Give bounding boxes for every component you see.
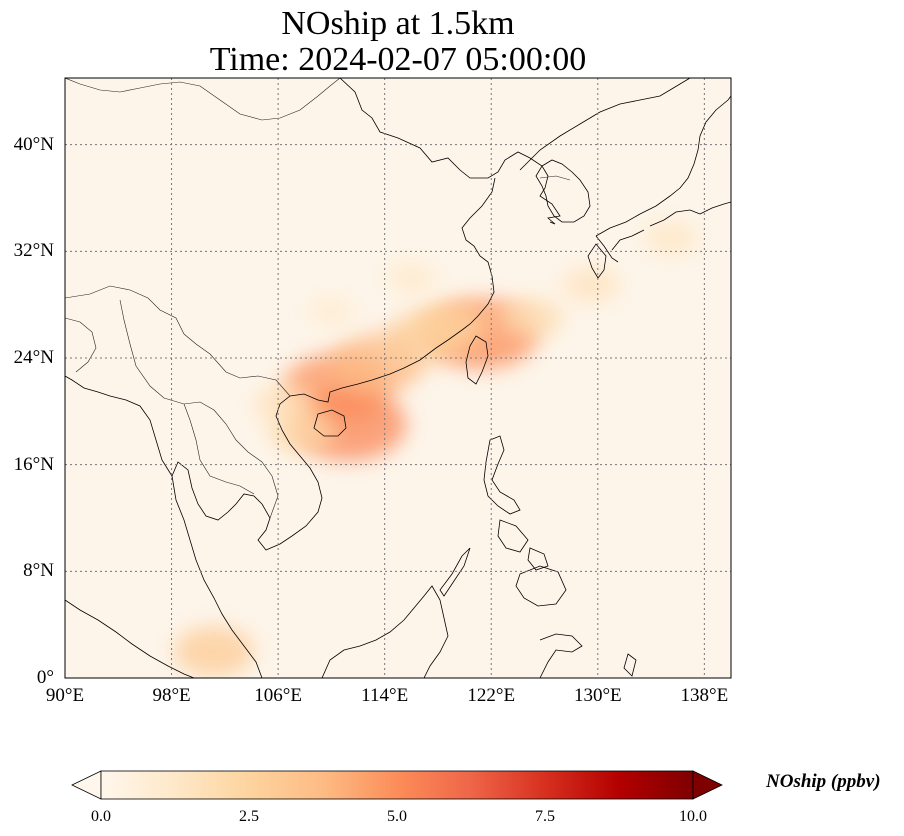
coastline-visayas: [497, 519, 549, 571]
map-time-subtitle: Time: 2024-02-07 05:00:00: [209, 41, 587, 78]
longitude-tick-label: 90°E: [45, 685, 85, 706]
coastline-sulawesi: [539, 633, 583, 678]
concentration-hotspot: [414, 301, 489, 348]
border-thailand-cambodia: [183, 403, 255, 495]
longitude-tick-label: 130°E: [573, 685, 622, 706]
coastline-hainan: [313, 409, 347, 437]
concentration-hotspot: [643, 221, 699, 255]
coastline-borneo: [321, 585, 449, 678]
coastline-mindanao: [515, 565, 567, 607]
colorbar-extend-low: [71, 770, 102, 800]
latitude-tick-label: 16°N: [13, 453, 54, 475]
map-title: NOship at 1.5km: [281, 5, 515, 42]
colorbar-tick-label: 10.0: [679, 808, 707, 825]
coastline-palawan: [439, 547, 471, 597]
latitude-tick-label: 24°N: [13, 347, 54, 368]
longitude-tick-label: 114°E: [361, 685, 409, 706]
border-korea: [539, 175, 571, 181]
longitude-tick-label: 138°E: [680, 685, 729, 706]
coastlines: [65, 78, 731, 678]
border-myanmar-laos: [119, 299, 279, 519]
coastline-andaman: [65, 375, 173, 477]
colorbar-tick-label: 7.5: [535, 808, 555, 825]
map-frame: [64, 77, 732, 679]
graticule: [65, 78, 731, 678]
concentration-hotspot: [307, 296, 356, 327]
concentration-hotspot: [174, 626, 255, 677]
coastline-mainland: [257, 78, 561, 551]
concentration-hotspot: [385, 262, 437, 294]
coastline-luzon: [483, 435, 521, 515]
border-india-bangladesh: [65, 317, 97, 373]
coastline-korea: [535, 159, 591, 223]
colorbar-label: NOship (ppbv): [766, 771, 881, 792]
concentration-hotspot: [562, 266, 620, 303]
concentration-field: [174, 221, 699, 677]
colorbar-tick-label: 5.0: [387, 808, 407, 825]
border-china-mongolia: [65, 78, 341, 121]
longitude-tick-label: 98°E: [152, 685, 191, 706]
coastline-north: [519, 78, 691, 171]
border-china-south: [65, 285, 291, 397]
colorbar-tick-label: 0.0: [91, 808, 111, 825]
longitude-tick-label: 122°E: [467, 685, 516, 706]
colorbar-tick-label: 2.5: [239, 808, 259, 825]
latitude-tick-label: 0°: [36, 667, 54, 688]
coastline-taiwan: [465, 335, 489, 385]
colorbar-extend-high: [692, 770, 723, 800]
longitude-tick-label: 106°E: [254, 685, 302, 706]
latitude-tick-label: 40°N: [13, 133, 54, 155]
latitude-tick-label: 32°N: [13, 240, 54, 262]
coastline-japan: [595, 95, 731, 263]
coastline-halmahera: [623, 653, 637, 677]
latitude-tick-label: 8°N: [23, 560, 54, 582]
concentration-hotspot: [499, 298, 564, 338]
colorbar-ramp: [100, 770, 694, 800]
coastline-sumatra: [65, 599, 195, 678]
country-borders: [65, 78, 571, 519]
concentration-hotspot: [254, 385, 316, 424]
